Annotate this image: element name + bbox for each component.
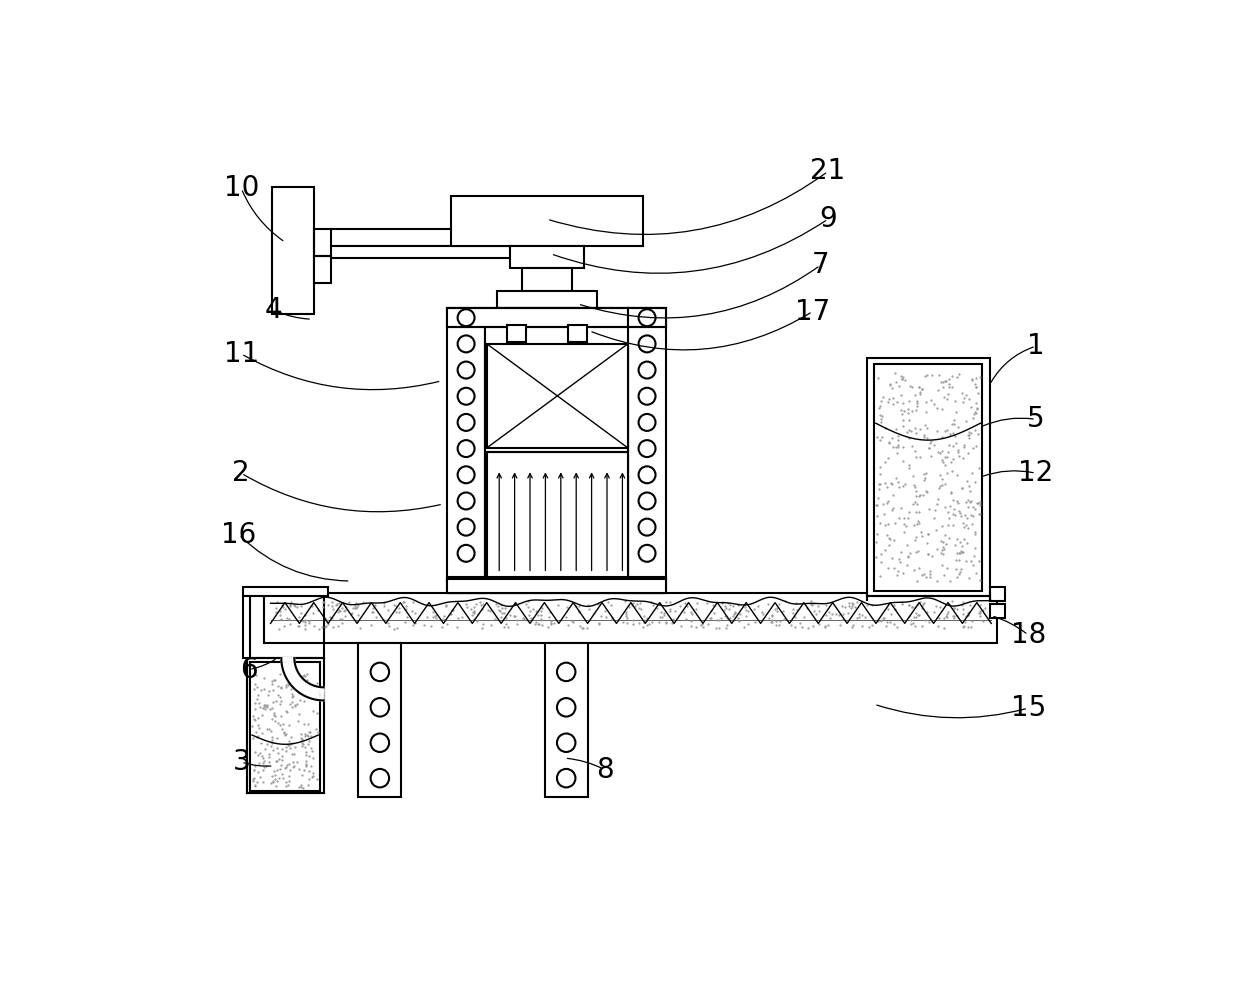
Circle shape <box>639 440 656 457</box>
Bar <box>272 186 315 313</box>
Bar <box>264 592 997 643</box>
Bar <box>450 196 644 246</box>
Circle shape <box>639 466 656 483</box>
Bar <box>487 344 627 447</box>
Bar <box>243 596 250 658</box>
Text: 2: 2 <box>232 459 250 487</box>
Circle shape <box>371 769 389 788</box>
Bar <box>446 577 666 592</box>
Text: 1: 1 <box>1027 332 1045 360</box>
Circle shape <box>639 545 656 561</box>
Circle shape <box>458 466 475 483</box>
Bar <box>507 325 526 342</box>
Bar <box>315 256 331 283</box>
Circle shape <box>639 492 656 510</box>
Bar <box>990 604 1006 618</box>
Bar <box>544 643 588 797</box>
Text: 18: 18 <box>1011 621 1045 649</box>
Bar <box>250 662 320 792</box>
Text: 10: 10 <box>223 175 259 202</box>
Circle shape <box>371 663 389 682</box>
Circle shape <box>458 440 475 457</box>
Bar <box>510 246 584 268</box>
Circle shape <box>557 733 575 752</box>
Bar <box>358 643 402 797</box>
Circle shape <box>639 388 656 405</box>
Text: 17: 17 <box>795 298 831 325</box>
Circle shape <box>639 519 656 536</box>
Bar <box>874 364 982 591</box>
Bar <box>627 308 666 327</box>
Text: 15: 15 <box>1011 694 1045 722</box>
Text: 5: 5 <box>1027 406 1045 434</box>
Circle shape <box>557 663 575 682</box>
Text: 3: 3 <box>232 748 250 776</box>
Text: 11: 11 <box>223 340 259 368</box>
Text: 9: 9 <box>820 205 837 233</box>
Bar <box>867 358 990 596</box>
Circle shape <box>639 310 656 326</box>
Bar <box>627 308 666 581</box>
Bar <box>247 658 324 793</box>
Bar <box>446 578 666 592</box>
Text: 16: 16 <box>221 521 257 549</box>
Text: 7: 7 <box>811 251 830 280</box>
Circle shape <box>458 519 475 536</box>
Bar <box>497 291 596 308</box>
Bar <box>522 268 572 291</box>
Circle shape <box>458 545 475 561</box>
Circle shape <box>458 388 475 405</box>
Bar <box>331 246 528 258</box>
Circle shape <box>458 335 475 352</box>
Circle shape <box>458 492 475 510</box>
Circle shape <box>639 414 656 431</box>
Bar <box>568 325 587 342</box>
Bar <box>243 587 327 596</box>
Text: 8: 8 <box>596 756 614 784</box>
Text: 12: 12 <box>1018 459 1054 487</box>
Circle shape <box>639 362 656 379</box>
Circle shape <box>557 769 575 788</box>
Circle shape <box>371 698 389 716</box>
Bar <box>331 229 528 246</box>
Circle shape <box>639 335 656 352</box>
Bar <box>446 308 627 327</box>
Text: 4: 4 <box>265 296 283 324</box>
Circle shape <box>458 414 475 431</box>
Bar <box>270 599 991 631</box>
Circle shape <box>458 362 475 379</box>
Text: 21: 21 <box>811 158 846 186</box>
Bar <box>485 308 627 581</box>
Text: 6: 6 <box>241 656 258 683</box>
Circle shape <box>458 310 475 326</box>
Bar <box>990 587 1006 601</box>
Circle shape <box>371 733 389 752</box>
Circle shape <box>557 698 575 716</box>
Bar <box>487 451 627 578</box>
Bar <box>446 308 485 581</box>
